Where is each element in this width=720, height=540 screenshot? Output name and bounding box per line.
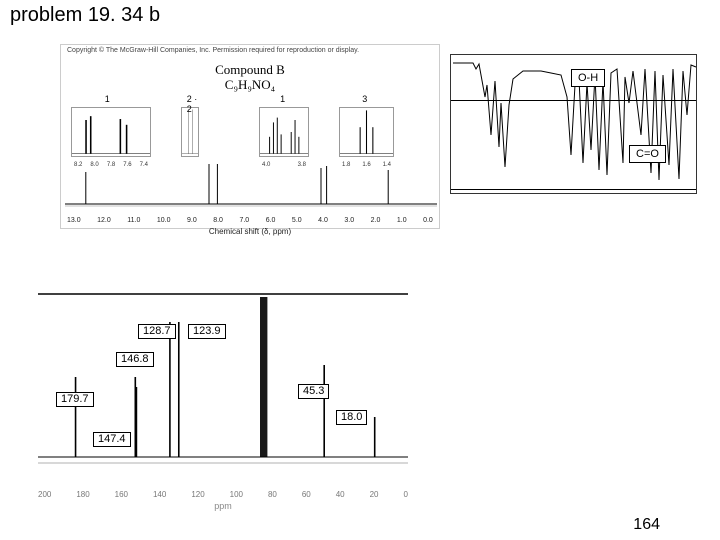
c13-spectrum	[38, 282, 408, 482]
c13-panel: 179.7147.4146.8128.7123.945.318.0 200180…	[38, 282, 408, 507]
slide-number: 164	[633, 516, 660, 534]
c13-tick: 100	[230, 490, 243, 499]
h1-tick: 3.0	[344, 217, 354, 224]
c13-peak-146p8: 146.8	[116, 352, 154, 367]
h1-tick: 2.0	[371, 217, 381, 224]
h1-tick: 13.0	[67, 217, 81, 224]
c13-tick: 180	[76, 490, 89, 499]
h1-axis-label: Chemical shift (δ, ppm)	[61, 227, 439, 236]
c13-peak-18p0: 18.0	[336, 410, 367, 425]
h1-tick: 9.0	[187, 217, 197, 224]
c13-tick: 160	[115, 490, 128, 499]
compound-name: Compound B	[61, 63, 439, 78]
h1-tick: 8.0	[213, 217, 223, 224]
h1-axis: 13.0 12.0 11.0 10.0 9.0 8.0 7.0 6.0 5.0 4.0 3.0 2.0…	[67, 217, 433, 224]
h1-tick: 11.0	[127, 217, 140, 224]
c13-peak-128p7: 128.7	[138, 324, 176, 339]
c13-tick: 0	[403, 490, 407, 499]
inset-tag: 3	[362, 94, 367, 104]
c13-tick: 140	[153, 490, 166, 499]
h1-tick: 5.0	[292, 217, 302, 224]
c13-peak-147p4: 147.4	[93, 432, 131, 447]
c13-axis: 200180160140120100806040200	[38, 490, 408, 499]
ir-rule-top	[451, 100, 696, 101]
inset-box: 1.81.61.43	[339, 107, 394, 157]
copyright-text: Copyright © The McGraw-Hill Companies, I…	[67, 47, 359, 54]
c13-tick: 120	[191, 490, 204, 499]
ir-rule-bot	[451, 189, 696, 190]
inset-box: 2 · 2	[181, 107, 199, 157]
h1-main-spectrum	[61, 162, 441, 210]
h1-tick: 7.0	[239, 217, 249, 224]
inset-box: 4.03.81	[259, 107, 309, 157]
c13-tick: 20	[370, 490, 379, 499]
c13-peak-45p3: 45.3	[298, 384, 329, 399]
inset-box: 8.28.07.87.67.41	[71, 107, 151, 157]
c13-peak-123p9: 123.9	[188, 324, 226, 339]
compound-formula: C₉H₉NO₄	[61, 78, 439, 93]
ir-panel: O-H C=O	[450, 54, 697, 194]
h1-tick: 12.0	[97, 217, 111, 224]
c13-tick: 200	[38, 490, 51, 499]
ir-label-co: C=O	[629, 145, 666, 163]
page-title: problem 19. 34 b	[10, 4, 160, 27]
inset-2: 4.03.81	[259, 97, 309, 157]
inset-3: 1.81.61.43	[339, 97, 394, 157]
c13-tick: 40	[336, 490, 345, 499]
compound-label: Compound B C₉H₉NO₄	[61, 63, 439, 93]
c13-tick: 60	[302, 490, 311, 499]
h1-tick: 0.0	[423, 217, 433, 224]
c13-peak-179p7: 179.7	[56, 392, 94, 407]
inset-tag: 1	[280, 94, 285, 104]
h1-nmr-panel: Copyright © The McGraw-Hill Companies, I…	[60, 44, 440, 229]
h1-tick: 1.0	[397, 217, 407, 224]
inset-tag: 2 · 2	[187, 94, 198, 114]
h1-tick: 10.0	[157, 217, 171, 224]
c13-tick: 80	[268, 490, 277, 499]
h1-tick: 6.0	[266, 217, 276, 224]
inset-0: 8.28.07.87.67.41	[71, 97, 151, 157]
h1-tick: 4.0	[318, 217, 328, 224]
inset-tag: 1	[105, 94, 110, 104]
ir-label-oh: O-H	[571, 69, 605, 87]
inset-1: 2 · 2	[181, 97, 199, 157]
c13-axis-title: ppm	[38, 501, 408, 511]
